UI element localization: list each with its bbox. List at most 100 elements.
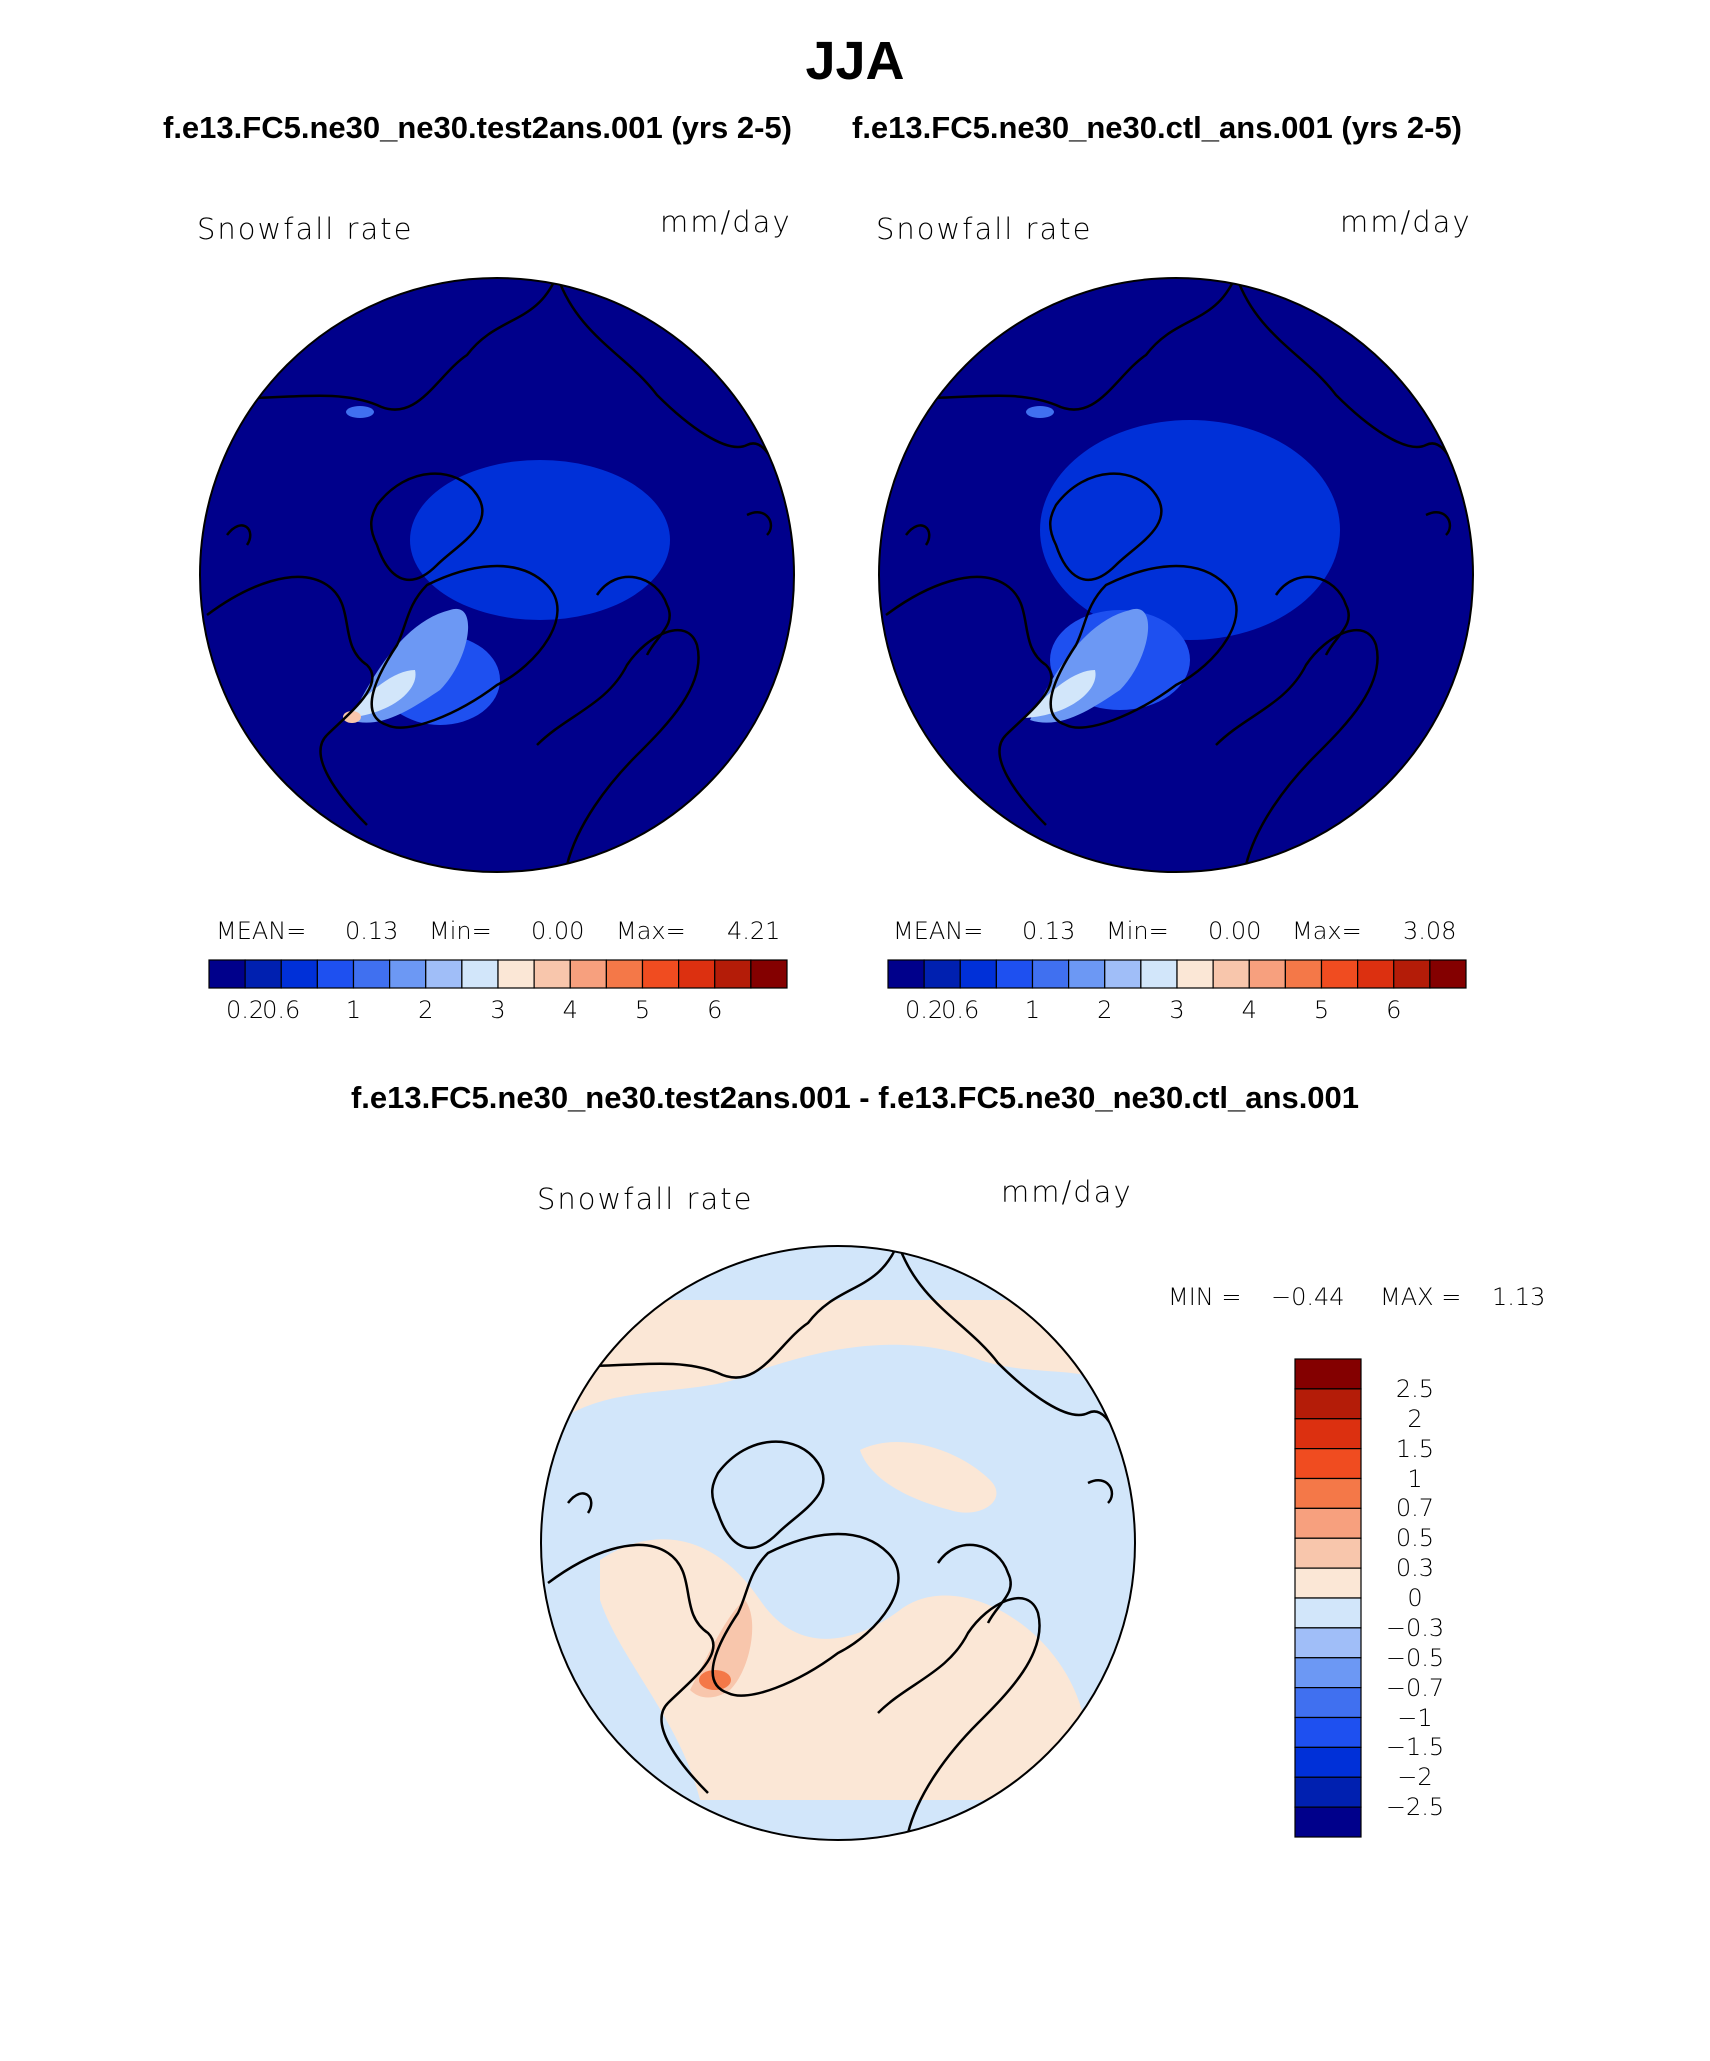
colorbar-test-case [208, 959, 788, 989]
colorbar-difference [1294, 1358, 1362, 1838]
panel1-units-label: mm/day [660, 205, 792, 239]
panel3-max-label: MAX = [1380, 1283, 1462, 1311]
colorbar3-tick-label: −0.3 [1385, 1613, 1445, 1642]
colorbar1-swatch [461, 959, 499, 989]
colorbar2-tick-label: 2 [1097, 996, 1113, 1024]
colorbar2-swatch [1284, 959, 1323, 989]
map2-field-pale [1025, 670, 1096, 718]
colorbar1-swatch [244, 959, 282, 989]
colorbar2-swatch [1212, 959, 1250, 989]
colorbar1-tick-label: 5 [634, 996, 651, 1024]
panel3-units-label: mm/day [1001, 1175, 1133, 1209]
colorbar3-tick-label: −2.5 [1385, 1793, 1445, 1822]
colorbar1-tick-label: 1 [345, 996, 362, 1024]
panel2-min-label: Min= [1106, 917, 1169, 945]
colorbar3-tick-label: 0.7 [1395, 1494, 1435, 1523]
colorbar1-swatch [425, 959, 463, 989]
colorbar3-tick-label: 1 [1407, 1464, 1423, 1493]
colorbar2-tick-label: 0.2 [905, 996, 944, 1024]
colorbar1-swatch [641, 959, 680, 989]
colorbar2-tick-label: 0.6 [941, 996, 980, 1024]
colorbar1-swatch [280, 959, 318, 989]
colorbar1-swatch [569, 959, 607, 989]
colorbar2-swatch [1176, 959, 1214, 989]
colorbar3-tick-label: −1 [1397, 1703, 1433, 1732]
colorbar3-swatch [1294, 1418, 1362, 1450]
panel2-min-value: 0.00 [1208, 917, 1262, 945]
colorbar3-swatch [1294, 1746, 1362, 1778]
map2-field-spot [1026, 406, 1054, 418]
colorbar3-swatch [1294, 1537, 1362, 1569]
colorbar2-swatch [1248, 959, 1286, 989]
colorbar3-tick-label: 0.5 [1395, 1524, 1435, 1553]
panel2-variable-label: Snowfall rate [876, 212, 1093, 246]
colorbar1-swatch [497, 959, 535, 989]
colorbar3-swatch [1294, 1716, 1362, 1748]
colorbar3-swatch [1294, 1477, 1362, 1509]
colorbar2-swatch [1393, 959, 1431, 989]
panel1-min-value: 0.00 [531, 917, 585, 945]
panel1-mean-label: MEAN= [216, 917, 307, 945]
colorbar2-swatch [887, 959, 925, 989]
map-control-case [879, 278, 1473, 872]
panel2-max-value: 3.08 [1403, 917, 1457, 945]
panel3-min-value: −0.44 [1271, 1283, 1345, 1311]
map1-field-mid [410, 460, 670, 620]
map1-field-spot [346, 406, 374, 418]
panel3-variable-label: Snowfall rate [537, 1182, 754, 1216]
colorbar1-swatch [389, 959, 427, 989]
colorbar3-swatch [1294, 1627, 1362, 1659]
difference-title: f.e13.FC5.ne30_ne30.test2ans.001 - f.e13… [350, 1080, 1360, 1115]
colorbar1-swatch [605, 959, 644, 989]
colorbar1-swatch [678, 959, 716, 989]
colorbar2-swatch [1031, 959, 1070, 989]
map-difference [541, 1246, 1135, 1840]
colorbar3-tick-label: 0 [1407, 1584, 1423, 1612]
panel1-mean-value: 0.13 [345, 917, 399, 945]
colorbar3-swatch [1294, 1448, 1362, 1480]
colorbar3-swatch [1294, 1806, 1362, 1838]
colorbar3-swatch [1294, 1687, 1362, 1719]
map-test-case [200, 278, 794, 872]
colorbar1-swatch [316, 959, 355, 989]
map2-border [878, 277, 1474, 873]
colorbar3-tick-label: 2 [1407, 1404, 1423, 1433]
colorbar2-tick-label: 6 [1386, 996, 1402, 1024]
colorbar3-swatch [1294, 1597, 1362, 1629]
colorbar3-swatch [1294, 1657, 1362, 1689]
panel1-variable-label: Snowfall rate [197, 212, 414, 246]
colorbar2-swatch [923, 959, 961, 989]
colorbar1-tick-label: 3 [490, 996, 506, 1024]
colorbar3-tick-label: −2 [1397, 1763, 1433, 1792]
map3-positive-north [560, 1300, 1130, 1420]
colorbar1-swatch [714, 959, 752, 989]
right-case-title: f.e13.FC5.ne30_ne30.ctl_ans.001 (yrs 2-5… [852, 110, 1463, 145]
colorbar3-swatch [1294, 1507, 1362, 1539]
colorbar1-tick-label: 6 [707, 996, 723, 1024]
panel1-min-label: Min= [429, 917, 492, 945]
colorbar3-swatch [1294, 1567, 1362, 1599]
colorbar2-tick-label: 1 [1024, 996, 1041, 1024]
colorbar3-swatch [1294, 1776, 1362, 1808]
map3-positive-blob [860, 1441, 997, 1513]
colorbar1-swatch [750, 959, 788, 989]
figure-title: JJA [805, 31, 905, 91]
colorbar3-tick-label: 2.5 [1395, 1374, 1435, 1403]
colorbar2-swatch [995, 959, 1034, 989]
panel3-max-value: 1.13 [1492, 1283, 1546, 1311]
colorbar3-tick-label: 1.5 [1395, 1434, 1435, 1463]
colorbar3-tick-label: −0.7 [1385, 1673, 1445, 1702]
colorbar2-swatch [959, 959, 997, 989]
colorbar1-swatch [208, 959, 246, 989]
colorbar1-swatch [352, 959, 391, 989]
colorbar2-tick-label: 3 [1169, 996, 1185, 1024]
colorbar1-tick-label: 0.2 [226, 996, 265, 1024]
colorbar2-swatch [1320, 959, 1359, 989]
panel2-max-label: Max= [1292, 917, 1362, 945]
colorbar-control-case [887, 959, 1467, 989]
colorbar2-tick-label: 4 [1241, 996, 1257, 1024]
panel1-max-label: Max= [616, 917, 686, 945]
colorbar2-swatch [1357, 959, 1395, 989]
colorbar2-swatch [1104, 959, 1142, 989]
